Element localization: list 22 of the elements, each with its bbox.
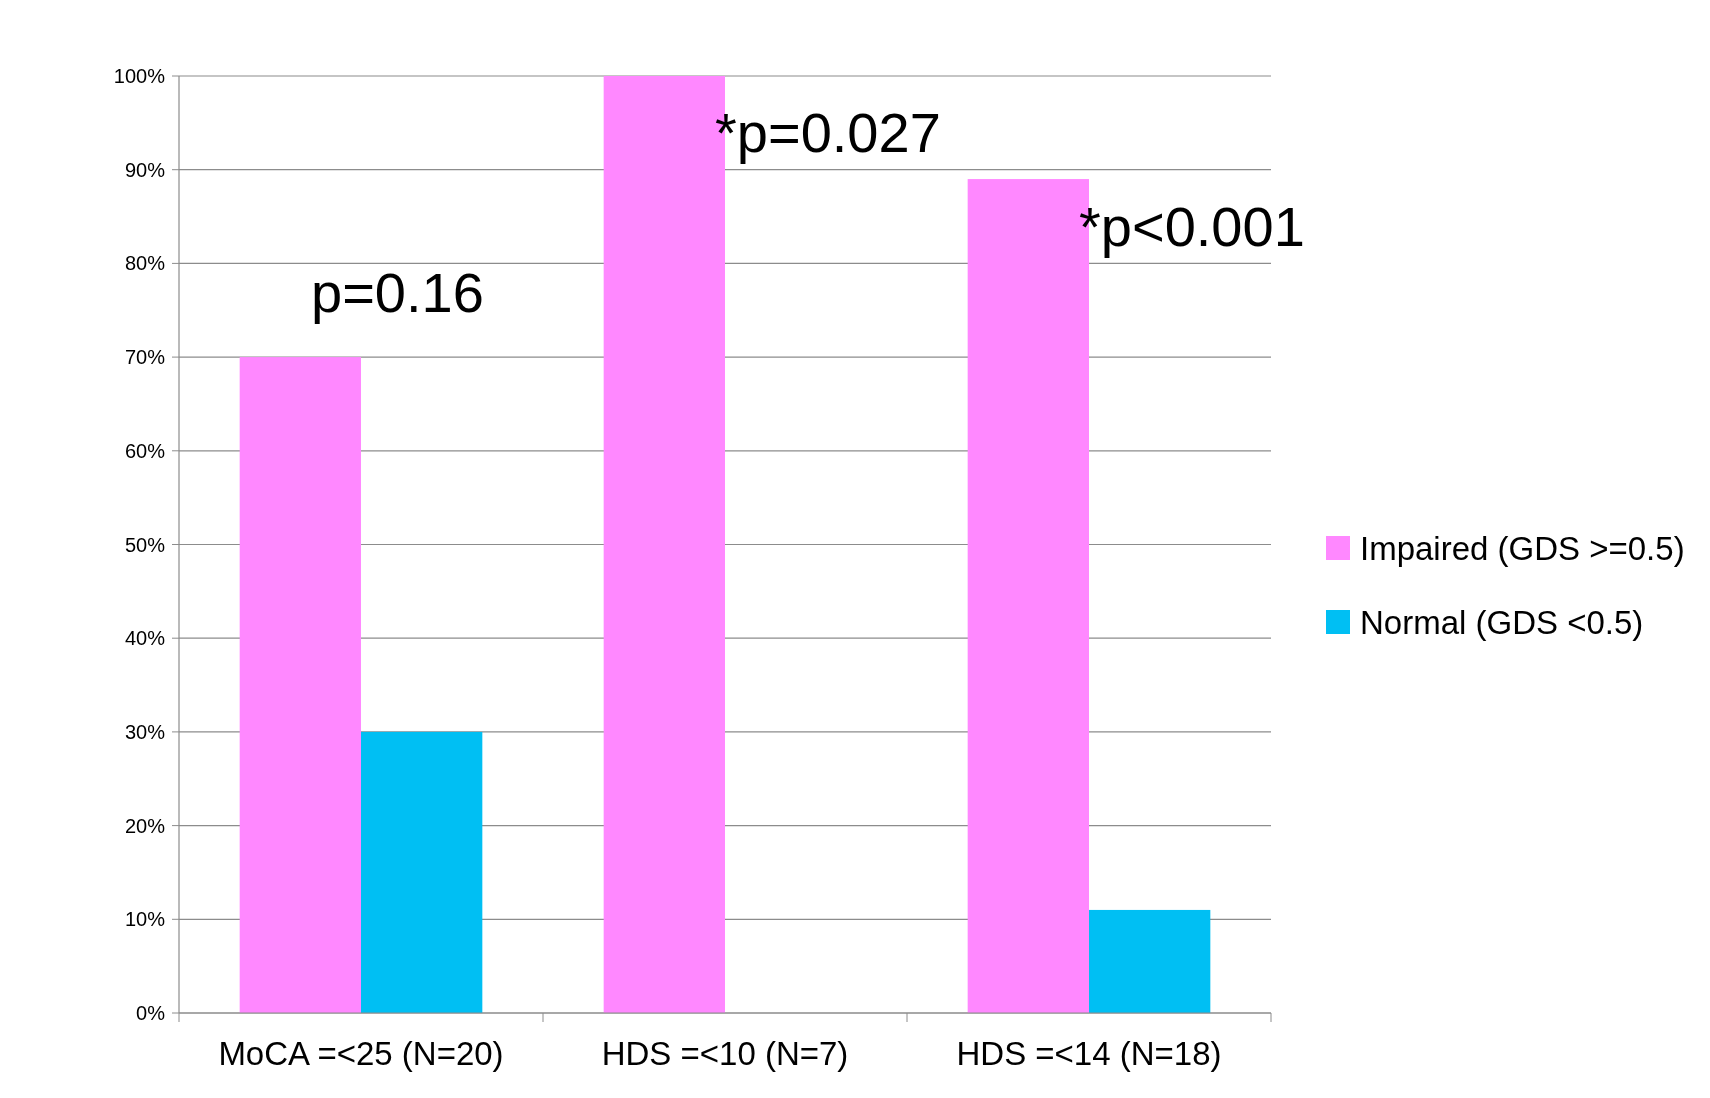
y-tick-label: 30% [124, 720, 166, 743]
legend-label: Normal (GDS <0.5) [1360, 603, 1644, 641]
y-tick-label: 100% [113, 65, 166, 87]
y-tick-label: 0% [136, 1002, 166, 1024]
y-tick-label: 70% [124, 346, 166, 369]
x-tick-label: HDS =<10 (N=7) [601, 1035, 849, 1072]
annotation: *p=0.027 [715, 100, 941, 164]
y-tick-label: 50% [124, 533, 166, 556]
y-tick-label: 90% [124, 158, 166, 181]
y-tick-label: 80% [124, 252, 166, 275]
x-tick-label: MoCA =<25 (N=20) [218, 1035, 504, 1072]
bar [239, 357, 361, 1013]
bar [1089, 909, 1211, 1013]
y-tick-label: 60% [124, 439, 166, 462]
annotation: *p<0.001 [1079, 194, 1305, 258]
bar [361, 731, 483, 1013]
annotation: p=0.16 [311, 261, 484, 325]
y-tick-label: 20% [124, 814, 166, 837]
x-tick-label: HDS =<14 (N=18) [956, 1035, 1222, 1072]
legend-label: Impaired (GDS >=0.5) [1360, 529, 1685, 567]
y-tick-label: 40% [124, 627, 166, 650]
y-tick-label: 10% [124, 908, 166, 931]
